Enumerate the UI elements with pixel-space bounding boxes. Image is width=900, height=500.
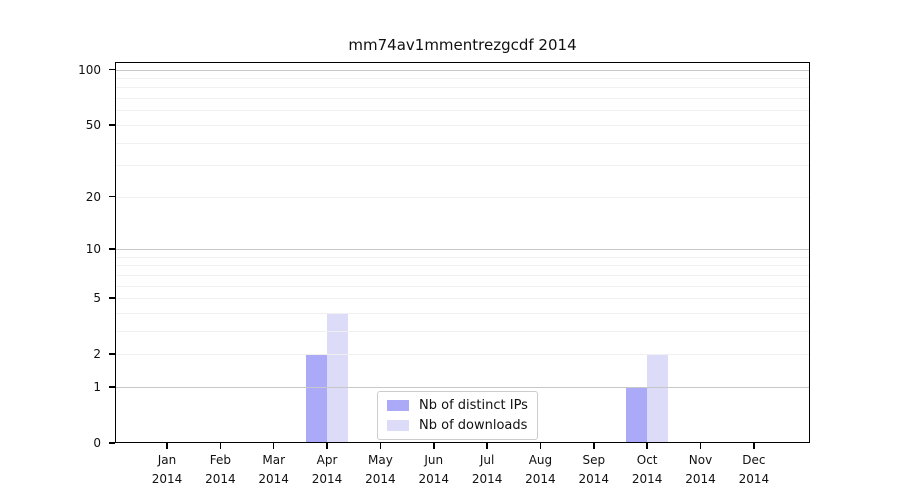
y-tick-0: [109, 442, 115, 444]
x-tick-sep: [593, 443, 595, 449]
legend-item-downloads: Nb of downloads: [387, 418, 528, 433]
gridline-decade-y-1: [115, 386, 810, 388]
y-tick-label-1: 1: [93, 379, 101, 394]
x-tick-nov: [699, 443, 702, 449]
y-tick-label-20: 20: [85, 189, 101, 204]
x-tick-label-sep: Sep 2014: [578, 453, 610, 486]
x-tick-jan: [166, 443, 168, 449]
gridline-y-70: [115, 98, 810, 100]
bar-downloads-apr: [327, 312, 349, 443]
legend-label-downloads: Nb of downloads: [419, 418, 528, 433]
gridline-decade-y-100: [115, 69, 810, 71]
y-tick-label-2: 2: [93, 347, 101, 362]
x-tick-label-may: May 2014: [365, 453, 396, 486]
y-tick-label-0: 0: [93, 436, 101, 450]
y-tick-label-50: 50: [85, 117, 101, 132]
gridline-y-80: [115, 87, 810, 89]
y-tick-label-5: 5: [93, 291, 101, 306]
gridline-y-6: [115, 285, 810, 287]
gridline-y-5: [115, 298, 810, 300]
x-tick-apr: [326, 443, 328, 449]
y-tick-2: [109, 353, 115, 355]
y-tick-100: [109, 68, 115, 71]
legend-swatch-distinct-ips: [387, 400, 409, 411]
legend: Nb of distinct IPs Nb of downloads: [377, 391, 538, 440]
gridline-y-20: [115, 196, 810, 198]
y-tick-label-100: 100: [78, 62, 101, 77]
x-tick-dec: [753, 443, 755, 449]
gridline-decade-y-10: [115, 249, 810, 250]
gridline-y-3: [115, 330, 810, 332]
y-tick-5: [109, 297, 115, 299]
legend-swatch-downloads: [387, 420, 409, 431]
bar-distinct-ips-oct: [625, 386, 648, 443]
x-tick-label-nov: Nov 2014: [685, 453, 716, 486]
gridline-y-8: [115, 265, 810, 267]
chart-title: mm74av1mmentrezgcdf 2014: [348, 36, 577, 54]
x-tick-label-jul: Jul 2014: [471, 453, 503, 486]
gridline-y-40: [115, 142, 810, 144]
x-tick-label-jan: Jan 2014: [151, 453, 183, 486]
y-tick-1: [109, 386, 115, 388]
x-tick-oct: [646, 443, 648, 449]
gridline-y-60: [115, 110, 810, 112]
y-tick-10: [109, 248, 115, 250]
x-tick-label-jun: Jun 2014: [418, 453, 450, 486]
x-tick-label-oct: Oct 2014: [631, 453, 663, 486]
gridline-y-50: [115, 124, 810, 126]
x-tick-mar: [272, 443, 275, 449]
x-tick-jun: [433, 443, 435, 449]
plot-area: [115, 62, 810, 443]
x-tick-label-feb: Feb 2014: [205, 453, 236, 486]
y-tick-50: [109, 124, 115, 126]
gridline-y-30: [115, 165, 810, 167]
legend-label-distinct-ips: Nb of distinct IPs: [419, 398, 528, 413]
x-tick-may: [379, 443, 382, 449]
gridline-y-9: [115, 256, 810, 258]
gridline-y-4: [115, 312, 810, 314]
bar-distinct-ips-apr: [305, 354, 328, 443]
gridline-y-90: [115, 78, 810, 80]
x-tick-label-aug: Aug 2014: [525, 453, 556, 486]
x-tick-label-mar: Mar 2014: [258, 453, 289, 486]
legend-item-distinct-ips: Nb of distinct IPs: [387, 398, 528, 413]
x-tick-jul: [486, 443, 488, 449]
x-tick-label-apr: Apr 2014: [311, 453, 343, 486]
y-tick-label-10: 10: [85, 242, 101, 256]
x-tick-feb: [219, 443, 222, 449]
y-tick-20: [109, 195, 115, 198]
bar-downloads-oct: [647, 354, 669, 443]
gridline-y-7: [115, 274, 810, 276]
x-tick-aug: [539, 443, 542, 449]
x-tick-label-dec: Dec 2014: [738, 453, 770, 486]
gridline-y-2: [115, 354, 810, 356]
